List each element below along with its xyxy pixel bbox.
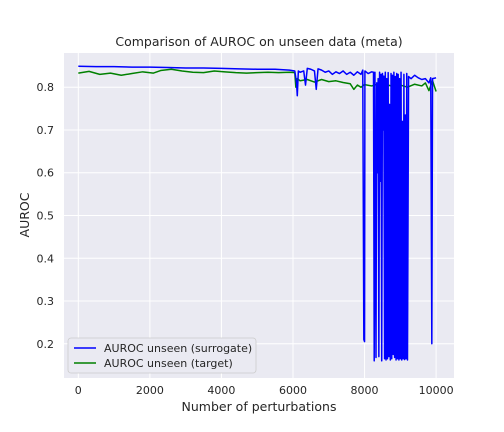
y-tick-label: 0.8 [37,81,55,94]
series-layer [78,65,437,362]
legend-box [67,337,257,374]
series-line-surrogate [78,65,437,362]
x-axis-label: Number of perturbations [182,399,337,414]
legend-label: AUROC unseen (surrogate) [104,342,252,355]
legend: AUROC unseen (surrogate) AUROC unseen (ta… [67,337,257,374]
x-axis-ticks: 0 2000 4000 6000 8000 10000 [75,384,454,397]
x-tick-label: 10000 [419,384,454,397]
legend-label: AUROC unseen (target) [104,357,233,370]
y-axis-ticks: 0.2 0.3 0.4 0.5 0.6 0.7 0.8 [37,81,55,351]
y-tick-label: 0.7 [37,124,55,137]
x-tick-label: 2000 [136,384,164,397]
y-axis-label: AUROC [17,192,32,237]
y-tick-label: 0.5 [37,210,55,223]
y-tick-label: 0.3 [37,295,55,308]
x-tick-label: 4000 [207,384,235,397]
x-tick-label: 0 [75,384,82,397]
y-tick-label: 0.2 [37,338,55,351]
y-tick-label: 0.4 [37,252,55,265]
x-tick-label: 8000 [351,384,379,397]
y-tick-label: 0.6 [37,167,55,180]
x-tick-label: 6000 [279,384,307,397]
chart-title: Comparison of AUROC on unseen data (meta… [115,34,402,49]
